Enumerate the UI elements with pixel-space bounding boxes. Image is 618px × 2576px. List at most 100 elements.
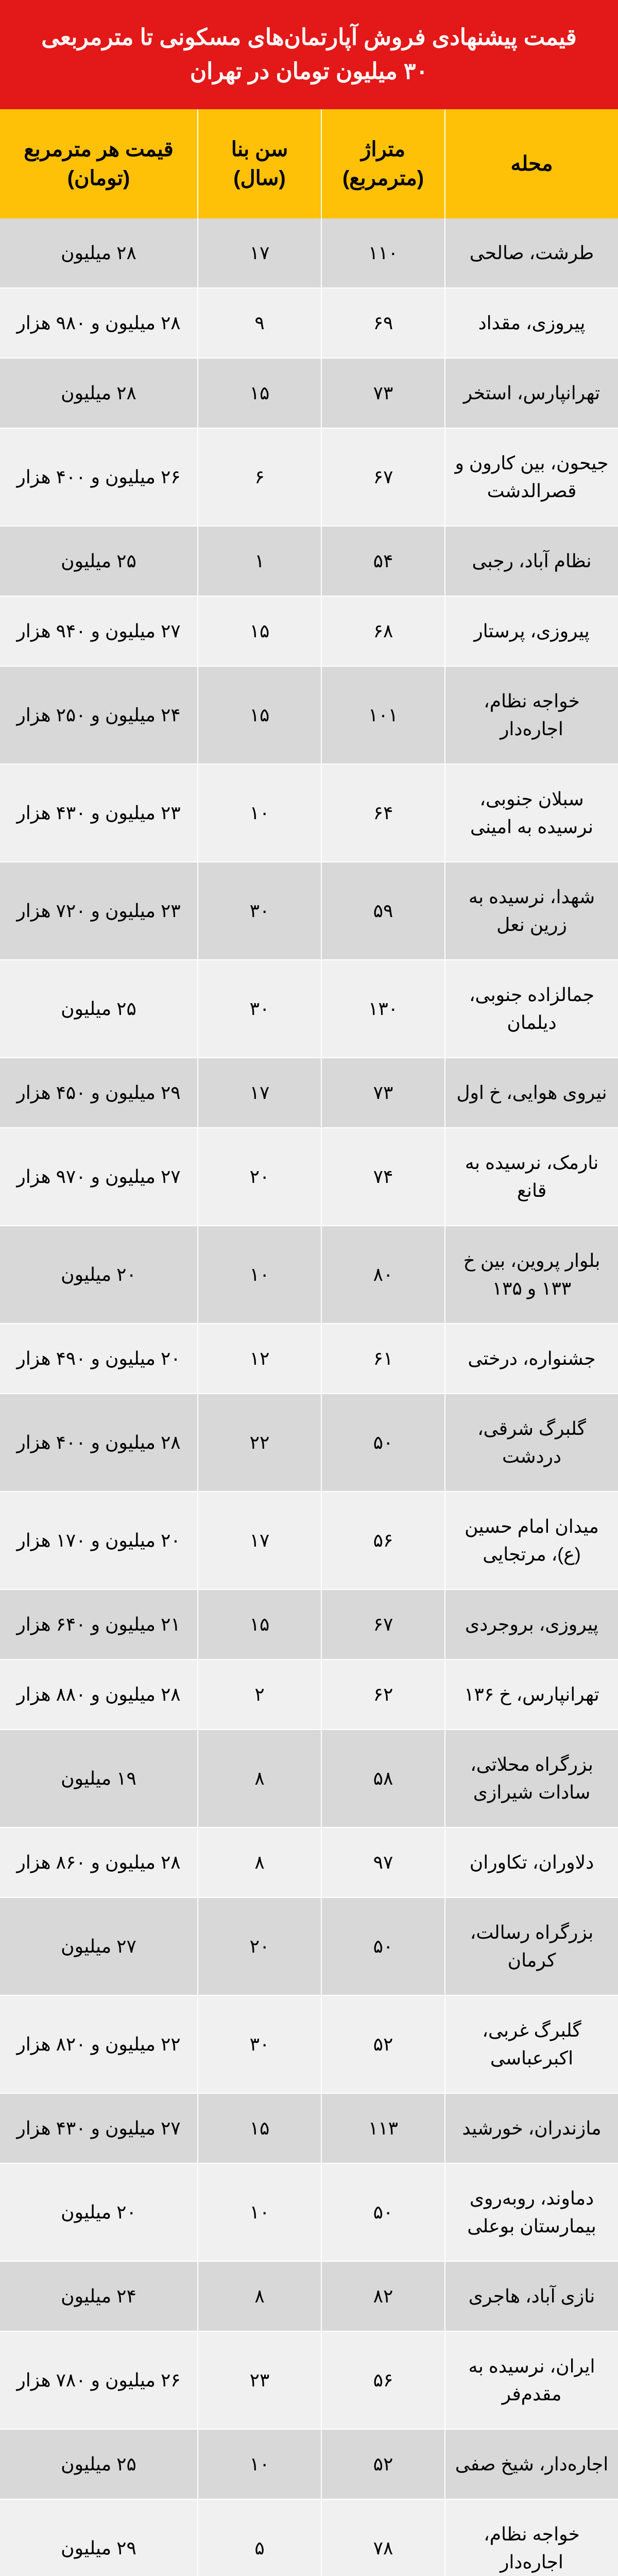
cell-neighborhood: پیروزی، بروجردی	[445, 1589, 618, 1659]
table-title: قیمت پیشنهادی فروش آپارتمان‌های مسکونی ت…	[0, 0, 618, 109]
cell-age: ۱۲	[198, 1324, 321, 1394]
cell-price: ۲۸ میلیون و ۸۸۰ هزار	[0, 1659, 198, 1730]
cell-neighborhood: خواجه نظام، اجاره‌دار	[445, 666, 618, 764]
cell-age: ۲	[198, 1659, 321, 1730]
cell-price: ۲۸ میلیون	[0, 218, 198, 288]
table-row: بزرگراه محلاتی، سادات شیرازی۵۸۸۱۹ میلیون	[0, 1730, 618, 1827]
cell-area: ۵۶	[321, 1492, 445, 1589]
cell-neighborhood: پیروزی، مقداد	[445, 288, 618, 358]
cell-area: ۱۳۰	[321, 960, 445, 1058]
table-row: شهدا، نرسیده به زرین نعل۵۹۳۰۲۳ میلیون و …	[0, 862, 618, 960]
table-row: نیروی هوایی، خ اول۷۳۱۷۲۹ میلیون و ۴۵۰ هز…	[0, 1058, 618, 1128]
table-row: تهرانپارس، استخر۷۳۱۵۲۸ میلیون	[0, 358, 618, 428]
cell-area: ۵۹	[321, 862, 445, 960]
cell-age: ۱۵	[198, 2093, 321, 2163]
cell-age: ۱۰	[198, 1226, 321, 1324]
cell-neighborhood: جمالزاده جنوبی، دیلمان	[445, 960, 618, 1058]
cell-neighborhood: گلبرگ غربی، اکبرعباسی	[445, 1995, 618, 2093]
table-row: پیروزی، مقداد۶۹۹۲۸ میلیون و ۹۸۰ هزار	[0, 288, 618, 358]
table-body: طرشت، صالحی۱۱۰۱۷۲۸ میلیونپیروزی، مقداد۶۹…	[0, 218, 618, 2576]
cell-age: ۳۰	[198, 960, 321, 1058]
table-row: نظام آباد، رجبی۵۴۱۲۵ میلیون	[0, 526, 618, 596]
cell-age: ۱۷	[198, 218, 321, 288]
cell-age: ۲۲	[198, 1394, 321, 1492]
cell-age: ۱۰	[198, 2429, 321, 2499]
cell-area: ۶۹	[321, 288, 445, 358]
cell-area: ۶۱	[321, 1324, 445, 1394]
cell-area: ۶۷	[321, 1589, 445, 1659]
header-area: متراژ (مترمربع)	[321, 109, 445, 218]
table-row: نازی آباد، هاجری۸۲۸۲۴ میلیون	[0, 2261, 618, 2331]
cell-price: ۲۷ میلیون و ۴۳۰ هزار	[0, 2093, 198, 2163]
cell-neighborhood: طرشت، صالحی	[445, 218, 618, 288]
cell-neighborhood: شهدا، نرسیده به زرین نعل	[445, 862, 618, 960]
table-row: بلوار پروین، بین خ ۱۳۳ و ۱۳۵۸۰۱۰۲۰ میلیو…	[0, 1226, 618, 1324]
cell-price: ۲۵ میلیون	[0, 960, 198, 1058]
cell-neighborhood: نظام آباد، رجبی	[445, 526, 618, 596]
cell-price: ۲۱ میلیون و ۶۴۰ هزار	[0, 1589, 198, 1659]
cell-area: ۷۸	[321, 2499, 445, 2576]
table-row: جشنواره، درختی۶۱۱۲۲۰ میلیون و ۴۹۰ هزار	[0, 1324, 618, 1394]
cell-age: ۸	[198, 1827, 321, 1897]
cell-neighborhood: گلبرگ شرقی، دردشت	[445, 1394, 618, 1492]
cell-neighborhood: جشنواره، درختی	[445, 1324, 618, 1394]
cell-neighborhood: بزرگراه رسالت، کرمان	[445, 1897, 618, 1995]
table-row: خواجه نظام، اجاره‌دار۱۰۱۱۵۲۴ میلیون و ۲۵…	[0, 666, 618, 764]
cell-price: ۲۹ میلیون	[0, 2499, 198, 2576]
table-row: نارمک، نرسیده به قانع۷۴۲۰۲۷ میلیون و ۹۷۰…	[0, 1128, 618, 1226]
cell-price: ۲۰ میلیون و ۴۹۰ هزار	[0, 1324, 198, 1394]
cell-age: ۱	[198, 526, 321, 596]
cell-age: ۱۰	[198, 764, 321, 862]
cell-age: ۳۰	[198, 862, 321, 960]
cell-price: ۲۸ میلیون و ۸۶۰ هزار	[0, 1827, 198, 1897]
cell-neighborhood: مازندران، خورشید	[445, 2093, 618, 2163]
header-row: محله متراژ (مترمربع) سن بنا (سال) قیمت ه…	[0, 109, 618, 218]
cell-price: ۲۰ میلیون و ۱۷۰ هزار	[0, 1492, 198, 1589]
cell-area: ۸۰	[321, 1226, 445, 1324]
cell-neighborhood: بزرگراه محلاتی، سادات شیرازی	[445, 1730, 618, 1827]
cell-area: ۶۲	[321, 1659, 445, 1730]
table-row: جیحون، بین کارون و قصرالدشت۶۷۶۲۶ میلیون …	[0, 428, 618, 526]
cell-area: ۱۱۳	[321, 2093, 445, 2163]
cell-area: ۶۴	[321, 764, 445, 862]
cell-age: ۸	[198, 1730, 321, 1827]
cell-neighborhood: خواجه نظام، اجاره‌دار	[445, 2499, 618, 2576]
cell-neighborhood: دلاوران، تکاوران	[445, 1827, 618, 1897]
cell-area: ۱۰۱	[321, 666, 445, 764]
cell-age: ۱۵	[198, 1589, 321, 1659]
cell-area: ۵۰	[321, 1394, 445, 1492]
cell-price: ۲۵ میلیون	[0, 2429, 198, 2499]
cell-age: ۶	[198, 428, 321, 526]
cell-price: ۲۶ میلیون و ۷۸۰ هزار	[0, 2331, 198, 2429]
cell-price: ۲۰ میلیون	[0, 2163, 198, 2261]
cell-area: ۸۲	[321, 2261, 445, 2331]
table-row: گلبرگ شرقی، دردشت۵۰۲۲۲۸ میلیون و ۴۰۰ هزا…	[0, 1394, 618, 1492]
cell-neighborhood: بلوار پروین، بین خ ۱۳۳ و ۱۳۵	[445, 1226, 618, 1324]
cell-neighborhood: دماوند، روبه‌روی بیمارستان بوعلی	[445, 2163, 618, 2261]
cell-age: ۸	[198, 2261, 321, 2331]
table-row: دماوند، روبه‌روی بیمارستان بوعلی۵۰۱۰۲۰ م…	[0, 2163, 618, 2261]
header-age: سن بنا (سال)	[198, 109, 321, 218]
table-row: جمالزاده جنوبی، دیلمان۱۳۰۳۰۲۵ میلیون	[0, 960, 618, 1058]
cell-price: ۲۲ میلیون و ۸۲۰ هزار	[0, 1995, 198, 2093]
table-row: پیروزی، بروجردی۶۷۱۵۲۱ میلیون و ۶۴۰ هزار	[0, 1589, 618, 1659]
cell-area: ۵۶	[321, 2331, 445, 2429]
cell-neighborhood: پیروزی، پرستار	[445, 596, 618, 666]
cell-neighborhood: تهرانپارس، خ ۱۳۶	[445, 1659, 618, 1730]
cell-neighborhood: جیحون، بین کارون و قصرالدشت	[445, 428, 618, 526]
cell-price: ۲۳ میلیون و ۷۲۰ هزار	[0, 862, 198, 960]
table-row: سبلان جنوبی، نرسیده به امینی۶۴۱۰۲۳ میلیو…	[0, 764, 618, 862]
cell-area: ۹۷	[321, 1827, 445, 1897]
cell-price: ۲۸ میلیون و ۴۰۰ هزار	[0, 1394, 198, 1492]
cell-price: ۲۶ میلیون و ۴۰۰ هزار	[0, 428, 198, 526]
cell-area: ۵۴	[321, 526, 445, 596]
cell-age: ۵	[198, 2499, 321, 2576]
cell-neighborhood: اجاره‌دار، شیخ صفی	[445, 2429, 618, 2499]
table-row: پیروزی، پرستار۶۸۱۵۲۷ میلیون و ۹۴۰ هزار	[0, 596, 618, 666]
cell-area: ۶۸	[321, 596, 445, 666]
cell-area: ۱۱۰	[321, 218, 445, 288]
cell-price: ۲۴ میلیون و ۲۵۰ هزار	[0, 666, 198, 764]
cell-age: ۱۰	[198, 2163, 321, 2261]
cell-price: ۲۷ میلیون	[0, 1897, 198, 1995]
cell-neighborhood: تهرانپارس، استخر	[445, 358, 618, 428]
